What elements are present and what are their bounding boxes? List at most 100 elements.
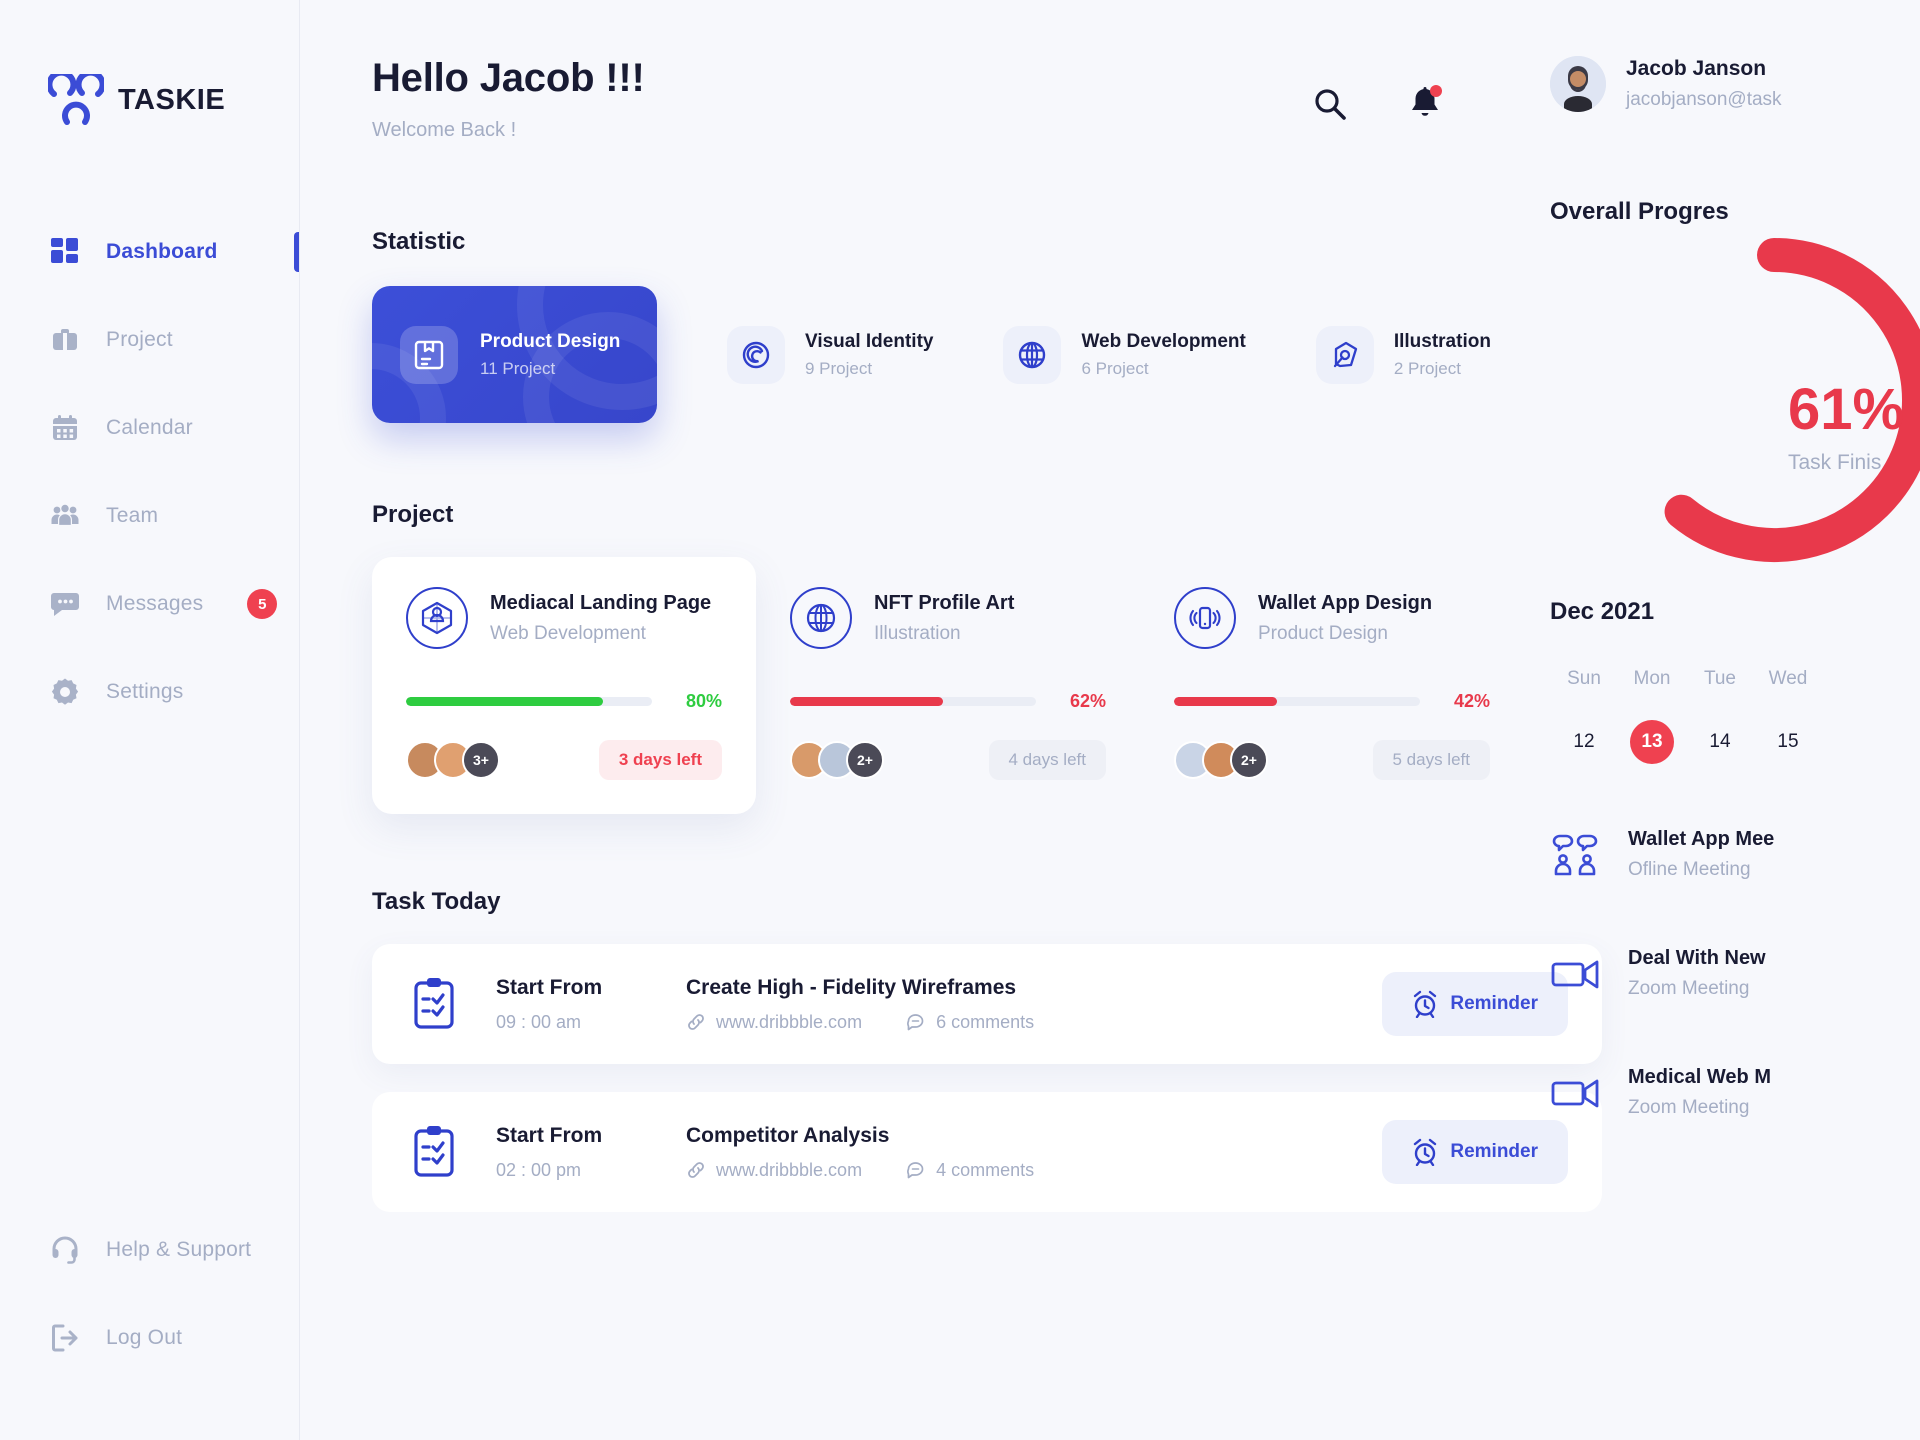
project-card[interactable]: Wallet App Design Product Design 42% bbox=[1140, 557, 1524, 814]
statistic-count: 2 Project bbox=[1393, 358, 1461, 378]
avatar-group[interactable]: 3+ bbox=[406, 741, 500, 779]
statistic-card-product-design[interactable]: Product Design 11 Project bbox=[372, 286, 657, 423]
meeting-title: Medical Web M bbox=[1628, 1066, 1771, 1088]
sidebar-item-project[interactable]: Project bbox=[0, 318, 299, 362]
pen-nib-icon bbox=[1315, 325, 1374, 384]
avatar-group[interactable]: 2+ bbox=[1174, 741, 1268, 779]
meeting-item[interactable]: Wallet App Mee Ofline Meeting bbox=[1550, 828, 1920, 881]
task-start-block: Start From 09 : 00 am bbox=[496, 976, 686, 1033]
progress-fill bbox=[406, 697, 603, 706]
sidebar-item-log-out[interactable]: Log Out bbox=[0, 1316, 299, 1360]
meeting-item[interactable]: Deal With New Zoom Meeting bbox=[1550, 947, 1920, 1000]
sidebar-item-label: Calendar bbox=[106, 416, 193, 439]
meeting-title: Deal With New bbox=[1628, 947, 1766, 969]
calendar-dow: Tue bbox=[1703, 668, 1737, 689]
bell-icon[interactable] bbox=[1408, 85, 1442, 122]
statistic-name: Illustration bbox=[1393, 330, 1491, 352]
sidebar-item-label: Help & Support bbox=[106, 1238, 252, 1261]
meeting-text: Wallet App Mee Ofline Meeting bbox=[1628, 828, 1774, 881]
project-category: Web Development bbox=[490, 622, 646, 644]
user-profile[interactable]: Jacob Janson jacobjanson@task bbox=[1550, 56, 1920, 112]
sidebar-item-calendar[interactable]: Calendar bbox=[0, 406, 299, 450]
statistic-title: Statistic bbox=[372, 228, 466, 255]
meeting-type: Zoom Meeting bbox=[1628, 978, 1750, 999]
task-link-label: www.dribbble.com bbox=[716, 1011, 863, 1032]
calendar-date[interactable]: 12 bbox=[1550, 720, 1618, 764]
video-camera-icon bbox=[1550, 1070, 1602, 1116]
task-start-label: Start From bbox=[496, 975, 603, 999]
calendar-day-column[interactable]: Wed 15 bbox=[1754, 668, 1822, 764]
people-chat-icon bbox=[1550, 832, 1602, 878]
calendar-day-column[interactable]: Sun 12 bbox=[1550, 668, 1618, 764]
calendar-date-selected[interactable]: 13 bbox=[1618, 720, 1686, 764]
statistic-card-visual-identity[interactable]: Visual Identity 9 Project bbox=[727, 325, 934, 384]
calendar-date-value: 15 bbox=[1777, 731, 1799, 752]
avatar-group[interactable]: 2+ bbox=[790, 741, 884, 779]
sidebar-item-messages[interactable]: Messages 5 bbox=[0, 582, 299, 626]
meeting-item[interactable]: Medical Web M Zoom Meeting bbox=[1550, 1066, 1920, 1119]
comment-icon bbox=[907, 1014, 924, 1031]
sidebar-item-settings[interactable]: Settings bbox=[0, 670, 299, 714]
progress-label: Task Finis bbox=[1788, 451, 1882, 474]
progress-percent: 42% bbox=[1453, 691, 1490, 711]
sidebar-item-label: Project bbox=[106, 328, 173, 351]
sidebar-item-dashboard[interactable]: Dashboard bbox=[0, 230, 299, 274]
progress-ring-center: 61% Task Finis bbox=[1788, 376, 1904, 475]
calendar-dow: Mon bbox=[1633, 668, 1671, 689]
video-camera-icon bbox=[1550, 951, 1602, 997]
statistic-card-illustration[interactable]: Illustration 2 Project bbox=[1315, 325, 1491, 384]
task-row[interactable]: Start From 09 : 00 am Create High - Fide… bbox=[372, 944, 1602, 1064]
reminder-button[interactable]: Reminder bbox=[1382, 972, 1568, 1036]
project-card-text: Wallet App Design Product Design bbox=[1258, 592, 1432, 645]
days-left-badge: 4 days left bbox=[988, 740, 1106, 780]
headset-icon bbox=[48, 1233, 82, 1267]
task-comments[interactable]: 4 comments bbox=[906, 1160, 1034, 1181]
project-progress: 62% bbox=[790, 691, 1106, 712]
calendar-date-value: 12 bbox=[1573, 731, 1595, 752]
sidebar-item-team[interactable]: Team bbox=[0, 494, 299, 538]
project-card-footer: 2+ 5 days left bbox=[1174, 740, 1490, 780]
messages-badge: 5 bbox=[247, 589, 278, 619]
task-comments[interactable]: 6 comments bbox=[906, 1012, 1034, 1033]
user-email: jacobjanson@task bbox=[1626, 89, 1782, 110]
project-category: Illustration bbox=[874, 622, 961, 644]
calendar-day-column[interactable]: Mon 13 bbox=[1618, 668, 1686, 764]
meeting-text: Medical Web M Zoom Meeting bbox=[1628, 1066, 1771, 1119]
sidebar: TASKIE Dashboard bbox=[0, 0, 300, 1440]
clipboard-check-icon bbox=[406, 1121, 462, 1183]
task-time: 09 : 00 am bbox=[496, 1011, 582, 1032]
calendar-date[interactable]: 15 bbox=[1754, 720, 1822, 764]
statistic-card-web-development[interactable]: Web Development 6 Project bbox=[1003, 325, 1246, 384]
meeting-type: Zoom Meeting bbox=[1628, 1097, 1750, 1118]
task-name: Competitor Analysis bbox=[686, 1123, 890, 1147]
logout-icon bbox=[48, 1321, 82, 1355]
user-name: Jacob Janson bbox=[1626, 57, 1767, 80]
project-card[interactable]: NFT Profile Art Illustration 62% bbox=[756, 557, 1140, 814]
calendar-month: Dec 2021 bbox=[1550, 598, 1655, 625]
project-name: Wallet App Design bbox=[1258, 591, 1433, 614]
sidebar-item-help-support[interactable]: Help & Support bbox=[0, 1228, 299, 1272]
task-link[interactable]: www.dribbble.com bbox=[686, 1012, 862, 1033]
statistic-count: 6 Project bbox=[1081, 358, 1149, 378]
task-link[interactable]: www.dribbble.com bbox=[686, 1160, 862, 1181]
comment-icon bbox=[907, 1162, 924, 1179]
globe-icon bbox=[790, 587, 852, 649]
briefcase-icon bbox=[48, 323, 82, 357]
package-box-icon bbox=[400, 325, 458, 384]
statistic-count: 9 Project bbox=[805, 358, 873, 378]
calendar-date[interactable]: 14 bbox=[1686, 720, 1754, 764]
calendar-day-column[interactable]: Tue 14 bbox=[1686, 668, 1754, 764]
search-icon[interactable] bbox=[1312, 86, 1348, 122]
task-row[interactable]: Start From 02 : 00 pm Competitor Analysi… bbox=[372, 1092, 1602, 1212]
page-title: Hello Jacob !!! bbox=[372, 56, 645, 100]
calendar-date-value: 14 bbox=[1709, 731, 1731, 752]
project-card[interactable]: Mediacal Landing Page Web Development 80… bbox=[372, 557, 756, 814]
gear-icon bbox=[48, 675, 82, 709]
days-left-badge: 5 days left bbox=[1372, 740, 1490, 780]
reminder-button[interactable]: Reminder bbox=[1382, 1120, 1568, 1184]
brand: TASKIE bbox=[0, 69, 299, 126]
greeting-block: Hello Jacob !!! Welcome Back ! bbox=[372, 56, 645, 142]
main-header: Hello Jacob !!! Welcome Back ! bbox=[372, 56, 1500, 142]
statistic-name: Visual Identity bbox=[805, 330, 934, 352]
